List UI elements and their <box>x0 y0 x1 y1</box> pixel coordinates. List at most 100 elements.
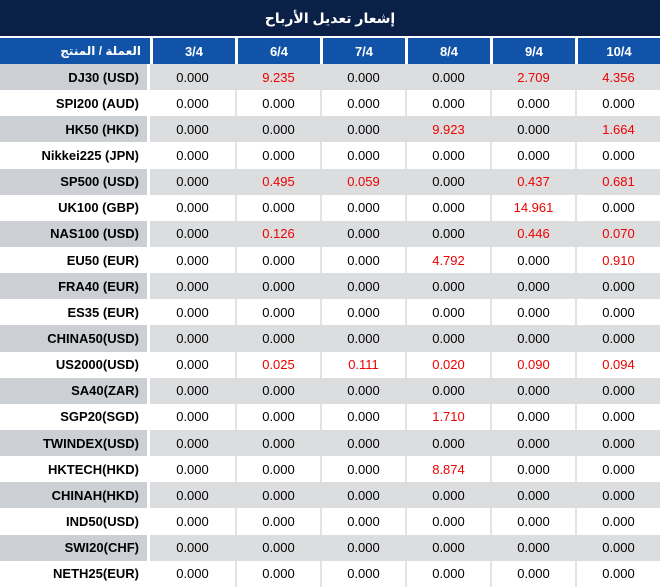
table-row: FRA40 (EUR) 0.000 0.000 0.000 0.000 0.000 0.00… <box>0 273 660 300</box>
value-cell: 0.437 <box>490 168 575 195</box>
product-cell: TWINDEX(USD) <box>0 429 150 457</box>
value-cell: 4.792 <box>405 246 490 274</box>
value-cell: 0.000 <box>490 299 575 326</box>
value-cell: 0.000 <box>235 116 320 143</box>
column-header-date: 3/4 <box>150 36 235 64</box>
product-cell: SWI20(CHF) <box>0 534 150 561</box>
value-cell: 0.000 <box>320 325 405 352</box>
value-cell: 0.000 <box>320 403 405 430</box>
product-cell: NETH25(EUR) <box>0 560 150 587</box>
table-row: IND50(USD) 0.000 0.000 0.000 0.000 0.000 0.000 <box>0 508 660 535</box>
value-cell: 0.000 <box>405 299 490 326</box>
value-cell: 1.710 <box>405 403 490 430</box>
value-cell: 0.000 <box>235 273 320 300</box>
value-cell: 0.000 <box>575 508 660 535</box>
value-cell: 0.000 <box>405 142 490 169</box>
value-cell: 0.000 <box>490 325 575 352</box>
table-body: DJ30 (USD) 0.000 9.235 0.000 0.000 2.709 4.356… <box>0 64 660 587</box>
value-cell: 0.000 <box>320 64 405 91</box>
value-cell: 0.000 <box>176 513 209 529</box>
value-cell: 0.126 <box>235 220 320 247</box>
value-cell: 0.000 <box>320 142 405 169</box>
value-cell: 0.000 <box>575 429 660 457</box>
value-cell: 0.000 <box>320 508 405 535</box>
value-cell: 0.910 <box>575 246 660 274</box>
product-cell: DJ30 (USD) <box>0 64 150 91</box>
value-cell: 0.000 <box>235 325 320 352</box>
value-cell: 0.000 <box>235 403 320 430</box>
value-cell: 0.495 <box>235 168 320 195</box>
value-cell: 0.000 <box>320 456 405 483</box>
value-cell: 0.000 <box>490 429 575 457</box>
value-cell: 0.000 <box>320 482 405 509</box>
value-cell: 0.000 <box>235 142 320 169</box>
value-cell: 0.681 <box>575 168 660 195</box>
value-cell: 0.000 <box>405 482 490 509</box>
value-cell: 0.000 <box>490 508 575 535</box>
value-cell: 0.000 <box>575 560 660 587</box>
table-row: CHINA50(USD) 0.000 0.000 0.000 0.000 0.000 0.0… <box>0 325 660 352</box>
table-row: SPI200 (AUD) 0.000 0.000 0.000 0.000 0.000 0.0… <box>0 90 660 117</box>
value-cell: 0.000 <box>176 252 209 268</box>
value-cell: 0.000 <box>490 90 575 117</box>
value-cell: 0.000 <box>320 194 405 221</box>
value-cell: 9.923 <box>405 116 490 143</box>
value-cell: 0.000 <box>176 409 209 425</box>
value-cell: 0.000 <box>176 304 209 320</box>
value-cell: 0.000 <box>176 487 209 503</box>
value-cell: 0.000 <box>575 325 660 352</box>
product-cell: UK100 (GBP) <box>0 194 150 221</box>
value-cell: 0.000 <box>575 482 660 509</box>
column-header-date: 6/4 <box>235 36 320 64</box>
table-row: SP500 (USD) 0.000 0.495 0.059 0.000 0.437 0.68… <box>0 168 660 195</box>
value-cell: 0.000 <box>405 534 490 561</box>
value-cell: 0.000 <box>176 226 209 242</box>
value-cell: 0.000 <box>235 90 320 117</box>
product-cell: CHINAH(HKD) <box>0 482 150 509</box>
value-cell: 0.000 <box>320 246 405 274</box>
value-cell: 0.000 <box>235 508 320 535</box>
value-cell: 0.000 <box>320 220 405 247</box>
value-cell: 0.000 <box>490 456 575 483</box>
value-cell: 0.000 <box>320 90 405 117</box>
value-cell: 0.000 <box>176 95 209 111</box>
value-cell: 0.070 <box>575 220 660 247</box>
value-cell: 0.000 <box>490 560 575 587</box>
column-header-date: 9/4 <box>490 36 575 64</box>
value-cell: 0.000 <box>405 220 490 247</box>
value-cell: 0.000 <box>176 121 209 137</box>
table-row: HK50 (HKD) 0.000 0.000 0.000 9.923 0.000 1.664 <box>0 116 660 143</box>
page-title: إشعار تعديل الأرباح <box>264 9 396 26</box>
value-cell: 0.000 <box>490 377 575 404</box>
value-cell: 4.356 <box>575 64 660 91</box>
table-row: US2000(USD) 0.000 0.025 0.111 0.020 0.090 0.09… <box>0 351 660 378</box>
product-cell: FRA40 (EUR) <box>0 273 150 300</box>
column-header-date: 10/4 <box>575 36 660 64</box>
value-cell: 0.000 <box>405 194 490 221</box>
table-row: SWI20(CHF) 0.000 0.000 0.000 0.000 0.000 0.000 <box>0 534 660 561</box>
product-cell: IND50(USD) <box>0 508 150 535</box>
value-cell: 0.000 <box>176 174 209 190</box>
value-cell: 2.709 <box>490 64 575 91</box>
table-row: SA40(ZAR) 0.000 0.000 0.000 0.000 0.000 0.000 <box>0 377 660 404</box>
value-cell: 0.000 <box>235 560 320 587</box>
value-cell: 0.000 <box>490 116 575 143</box>
product-cell: SGP20(SGD) <box>0 403 150 430</box>
table-row: SGP20(SGD) 0.000 0.000 0.000 1.710 0.000 0.000 <box>0 403 660 430</box>
product-cell: ES35 (EUR) <box>0 299 150 326</box>
value-cell: 0.000 <box>320 273 405 300</box>
value-cell: 0.000 <box>176 435 209 451</box>
value-cell: 0.000 <box>490 482 575 509</box>
value-cell: 0.000 <box>405 429 490 457</box>
product-cell: US2000(USD) <box>0 351 150 378</box>
product-cell: Nikkei225 (JPN) <box>0 142 150 169</box>
value-cell: 0.000 <box>235 482 320 509</box>
value-cell: 0.000 <box>176 566 209 582</box>
value-cell: 0.000 <box>405 168 490 195</box>
value-cell: 0.000 <box>575 534 660 561</box>
value-cell: 0.000 <box>405 377 490 404</box>
value-cell: 0.000 <box>490 246 575 274</box>
value-cell: 0.000 <box>320 116 405 143</box>
table-row: NETH25(EUR) 0.000 0.000 0.000 0.000 0.000 0.00… <box>0 560 660 587</box>
